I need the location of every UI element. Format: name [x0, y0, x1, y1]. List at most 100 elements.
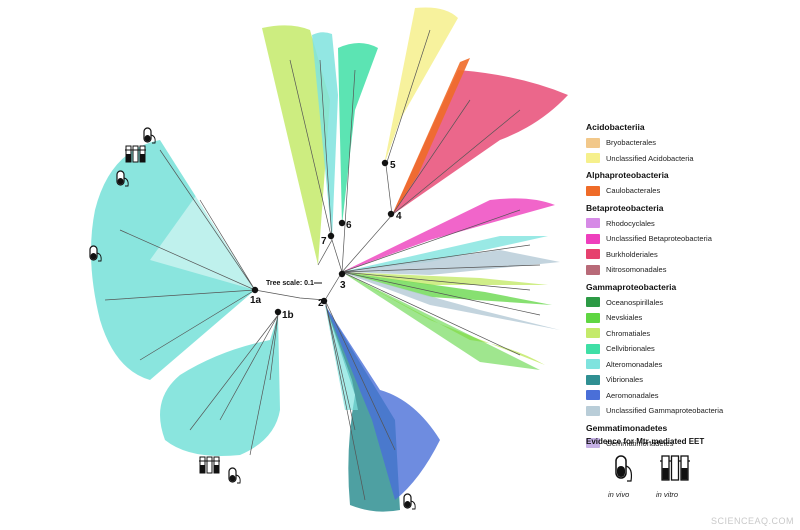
legend-swatch — [586, 438, 600, 449]
legend-item: Burkholderiales — [586, 247, 796, 263]
tree-branches — [104, 29, 541, 501]
legend-swatch — [586, 185, 600, 196]
clade-alteromonadales-lower — [160, 315, 280, 456]
clade-teal-right1 — [342, 236, 548, 272]
node-1a — [251, 286, 259, 294]
tube-icon — [615, 455, 633, 482]
legend-item-label: Rhodocyclales — [606, 218, 655, 228]
legend-item: Oceanospirillales — [586, 295, 796, 311]
tube-icon — [228, 467, 241, 484]
evidence-key: Evidence for Mtr-mediated EET in vivo in… — [586, 437, 796, 504]
legend-swatch — [586, 343, 600, 354]
legend-item: Nevskiales — [586, 310, 796, 326]
evidence-title: Evidence for Mtr-mediated EET — [586, 437, 705, 446]
clade-acidobacteria-top — [384, 7, 458, 165]
legend-item: Unclassified Acidobacteria — [586, 151, 796, 167]
legend-swatch — [586, 312, 600, 323]
clade-alteromonadales-left — [91, 140, 255, 380]
node-label-1b: 1b — [282, 310, 294, 321]
legend-item: Nitrosomonadales — [586, 262, 796, 278]
legend-item: Aeromonadales — [586, 388, 796, 404]
legend-item: Chromatiales — [586, 326, 796, 342]
clade-green-right2 — [342, 272, 540, 370]
legend-item-label: Nitrosomonadales — [606, 265, 667, 275]
tree-nodes — [251, 159, 395, 316]
clade-unclassified-beta — [342, 198, 555, 272]
legend-item-label: Bryobacterales — [606, 138, 657, 148]
clade-caulobacterales — [392, 58, 470, 215]
node-3 — [338, 270, 346, 278]
legend-swatch — [586, 374, 600, 385]
legend-item-label: Vibrionales — [606, 375, 643, 385]
tree-scale-label: Tree scale: 0.1 — [266, 280, 314, 287]
test-tubes-icon — [125, 145, 146, 163]
legend-group-title: Gammaproteobacteria — [586, 281, 677, 292]
legend-item: Bryobacterales — [586, 135, 796, 151]
test-tubes-icon — [199, 456, 220, 474]
node-5 — [381, 159, 389, 167]
legend-item: Caulobacterales — [586, 183, 796, 199]
legend-item-label: Chromatiales — [606, 328, 651, 338]
legend-group-title: Alphaproteobacteria — [586, 170, 669, 180]
legend-item: Vibrionales — [586, 372, 796, 388]
legend-item-label: Unclassified Gammaproteobacteria — [606, 406, 724, 416]
legend-item-label: Cellvibrionales — [606, 344, 655, 354]
legend-item-label: Gemmatimonadetes — [606, 438, 674, 448]
legend-item: Rhodocyclales — [586, 216, 796, 232]
clade-chromatiales-top — [262, 25, 330, 265]
legend-group-title: Acidobacteriia — [586, 122, 645, 132]
clade-grey-right1 — [342, 250, 560, 275]
legend-item-label: Burkholderiales — [606, 249, 658, 259]
watermark: SCIENCEAQ.COM — [710, 516, 794, 526]
legend-item: Unclassified Betaproteobacteria — [586, 231, 796, 247]
legend-item-label: Aeromonadales — [606, 390, 659, 400]
evidence-icons: in vivo in vitro — [586, 446, 796, 504]
tube-icon — [143, 127, 156, 144]
legend-swatch — [586, 233, 600, 244]
legend-swatch — [586, 405, 600, 416]
legend-item-label: Oceanospirillales — [606, 297, 664, 307]
node-label-6: 6 — [346, 220, 352, 231]
clade-alteromonadales-left-fade — [150, 190, 255, 290]
legend-swatch — [586, 137, 600, 148]
legend-item-label: Unclassified Betaproteobacteria — [606, 234, 712, 244]
node-labels: 1a 1b 2 3 4 5 6 7 — [250, 160, 402, 321]
in-vitro-label: in vitro — [656, 490, 679, 499]
legend-item: Alteromonadales — [586, 357, 796, 373]
legend-swatch — [586, 218, 600, 229]
node-7 — [327, 232, 335, 240]
node-2 — [320, 297, 328, 305]
node-label-1a: 1a — [250, 295, 262, 306]
legend-swatch — [586, 328, 600, 339]
node-6 — [338, 219, 346, 227]
legend-swatch — [586, 359, 600, 370]
legend-item: Gemmatimonadetes — [586, 436, 796, 452]
clade-vibrionales — [325, 305, 400, 512]
clade-green-right — [342, 272, 552, 305]
legend-item: Cellvibrionales — [586, 341, 796, 357]
legend-group-title: Gemmatimonadetes — [586, 422, 668, 433]
legend-swatch — [586, 297, 600, 308]
clade-chromatiales-right — [342, 272, 545, 365]
in-vivo-label: in vivo — [608, 490, 630, 499]
legend-item-label: Unclassified Acidobacteria — [606, 153, 694, 163]
node-4 — [387, 210, 395, 218]
clade-nevskiales-right — [342, 272, 548, 285]
node-label-4: 4 — [396, 211, 402, 222]
test-tubes-icon — [660, 455, 690, 481]
clade-teal-strip — [325, 305, 358, 410]
legend-group-title: Betaproteobacteria — [586, 202, 664, 213]
legend-item-label: Alteromonadales — [606, 359, 663, 369]
node-label-3: 3 — [340, 280, 346, 291]
clade-cellvibrionales-top — [338, 43, 378, 225]
legend-swatch — [586, 249, 600, 260]
legend-swatch — [586, 264, 600, 275]
node-label-2: 2 — [318, 298, 324, 309]
legend-item-label: Nevskiales — [606, 313, 643, 323]
node-label-7: 7 — [321, 236, 327, 247]
legend-swatch — [586, 390, 600, 401]
legend-item: Unclassified Gammaproteobacteria — [586, 403, 796, 419]
node-1b — [274, 308, 282, 316]
tube-icon — [403, 493, 416, 510]
